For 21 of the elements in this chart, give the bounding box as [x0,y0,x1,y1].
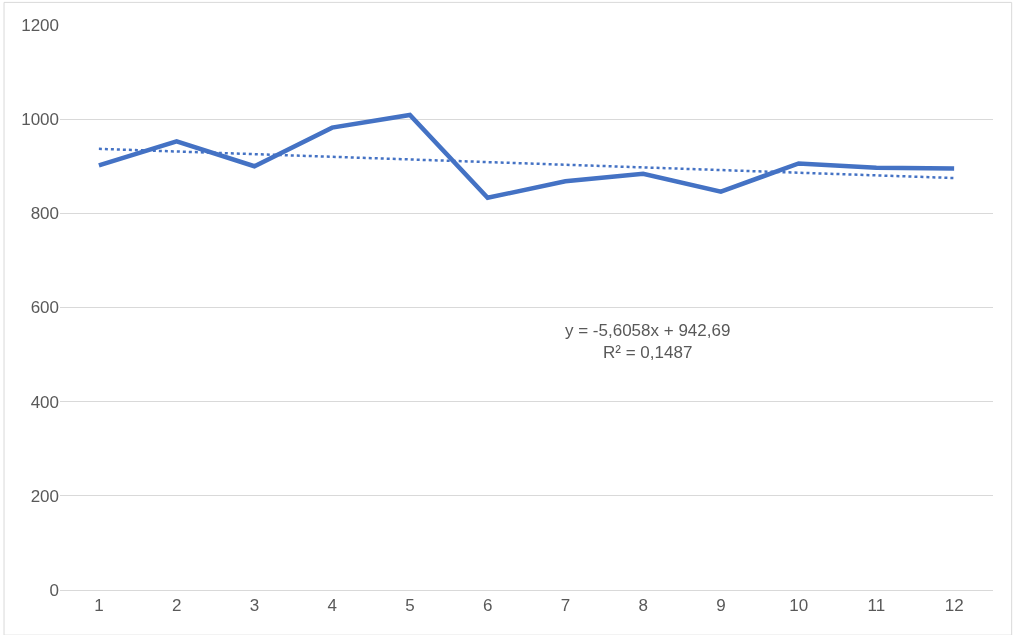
annotation: y = -5,6058x + 942,69 R² = 0,1487 [565,321,731,363]
y-tick-label: 0 [49,580,59,600]
x-tick-label: 3 [249,596,260,616]
x-tick-label: 11 [867,596,886,616]
y-tick-label: 200 [30,486,59,506]
x-tick-label: 2 [171,596,182,616]
y-tick-label: 1200 [21,15,59,35]
y-tick-label: 600 [30,298,59,318]
y-tick-label: 400 [30,392,59,412]
x-tick-label: 4 [327,596,337,616]
x-tick-label: 5 [405,596,415,616]
x-tick-label: 1 [94,596,104,616]
y-tick-label: 800 [30,204,59,224]
x-tick-label: 8 [638,596,648,616]
y-tick-label: 1000 [21,110,59,130]
x-tick-label: 12 [944,596,964,616]
x-tick-label: 9 [716,596,726,616]
x-tick-label: 7 [560,596,571,616]
line-series [96,112,957,201]
x-tick-label: 10 [789,596,809,616]
x-tick-label: 6 [482,596,493,616]
